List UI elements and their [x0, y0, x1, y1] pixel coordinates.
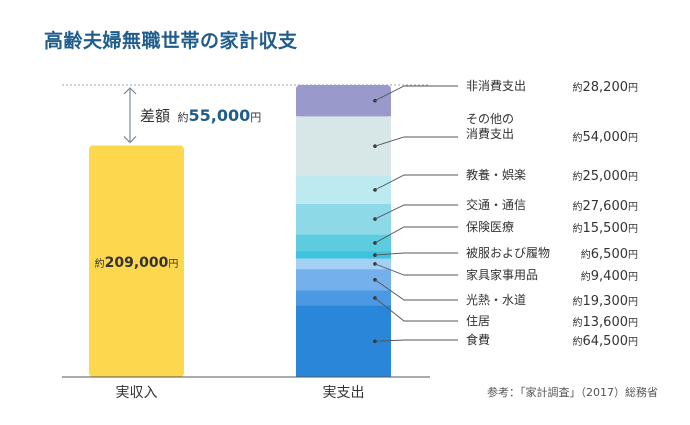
data-label-4-prefix: 約	[581, 248, 591, 261]
difference-arrow-head-top	[123, 87, 137, 95]
data-label-8-unit: 円	[628, 133, 638, 144]
difference-arrow-head-bottom	[123, 136, 137, 144]
data-label-8: 約54,000円	[573, 130, 639, 145]
legend-label-4: 被服および履物	[466, 246, 550, 260]
data-label-5-value: 15,500	[583, 221, 629, 236]
legend-label-3-line-0: 家具家事用品	[466, 267, 538, 282]
difference-label: 差額 約55,000円	[140, 106, 261, 125]
leader-line-3	[374, 263, 458, 276]
leader-line-1	[374, 297, 458, 322]
data-label-5-prefix: 約	[573, 222, 583, 235]
bar-segment-3	[296, 258, 391, 270]
legend-label-3: 家具家事用品	[466, 267, 538, 282]
data-label-2-prefix: 約	[573, 295, 583, 308]
data-label-9: 約28,200円	[573, 80, 639, 95]
bar-segment-2	[296, 269, 391, 291]
data-label-1-unit: 円	[628, 318, 638, 329]
difference-label-unit: 円	[250, 111, 261, 124]
legend-label-9-line-0: 非消費支出	[466, 78, 526, 93]
data-label-5: 約15,500円	[573, 221, 639, 236]
legend-label-4-line-0: 被服および履物	[466, 246, 550, 260]
leader-line-9	[374, 85, 458, 102]
data-label-0-unit: 円	[628, 337, 638, 348]
data-label-6-value: 27,600	[583, 199, 629, 214]
legend-label-7: 教養・娯楽	[466, 167, 526, 182]
data-label-2: 約19,300円	[573, 294, 639, 309]
leader-line-2	[374, 279, 458, 301]
leader-line-0	[374, 339, 458, 342]
legend-label-2: 光熱・水道	[466, 293, 526, 307]
data-label-7: 約25,000円	[573, 169, 639, 184]
data-label-income-value: 209,000	[105, 255, 169, 271]
data-label-0-prefix: 約	[573, 335, 583, 348]
data-label-4: 約6,500円	[581, 247, 638, 262]
data-label-6-unit: 円	[628, 202, 638, 213]
leader-line-7	[374, 174, 458, 191]
leader-line-5	[374, 226, 458, 244]
leader-dot-0	[373, 339, 377, 344]
legend-label-5-line-0: 保険医療	[466, 220, 514, 234]
data-label-6-prefix: 約	[573, 200, 583, 213]
data-label-3-value: 9,400	[591, 269, 628, 284]
data-label-7-value: 25,000	[583, 169, 629, 184]
x-tick-label-expenditure: 実支出	[323, 385, 365, 401]
legend-label-0-line-0: 食費	[466, 332, 490, 347]
legend-label-0: 食費	[466, 332, 490, 347]
data-label-6: 約27,600円	[573, 199, 639, 214]
data-label-2-value: 19,300	[583, 294, 629, 309]
leader-line-6	[374, 204, 458, 220]
bar-segment-9-fill	[296, 90, 391, 117]
data-label-2-unit: 円	[628, 297, 638, 308]
data-label-3-unit: 円	[628, 272, 638, 283]
data-label-0-value: 64,500	[583, 334, 629, 349]
data-label-5-unit: 円	[628, 224, 638, 235]
reference-lines-layer	[62, 84, 458, 378]
data-label-3: 約9,400円	[581, 269, 638, 284]
data-label-9-value: 28,200	[583, 80, 629, 95]
legend-label-8-line-0: その他の	[466, 112, 514, 126]
leader-line-8	[374, 136, 458, 147]
bars-layer	[89, 85, 391, 377]
data-label-1: 約13,600円	[573, 315, 639, 330]
bar-income	[89, 145, 184, 377]
chart-title: 高齢夫婦無職世帯の家計収支	[44, 30, 298, 52]
legend-label-7-line-0: 教養・娯楽	[466, 167, 526, 182]
data-label-4-unit: 円	[628, 250, 638, 261]
data-label-7-prefix: 約	[573, 170, 583, 183]
data-label-0: 約64,500円	[573, 334, 639, 349]
leader-line-4	[374, 252, 458, 256]
x-tick-label-income: 実収入	[116, 385, 158, 401]
data-label-3-prefix: 約	[581, 270, 591, 283]
data-label-9-prefix: 約	[573, 81, 583, 94]
bar-segment-5	[296, 234, 391, 252]
difference-label-value: 55,000	[189, 106, 251, 125]
legend-label-5: 保険医療	[466, 220, 514, 234]
legend-label-2-line-0: 光熱・水道	[466, 293, 526, 307]
data-label-income-prefix: 約	[95, 257, 105, 270]
source-note: 参考：「家計調査」（2017）総務省	[487, 386, 658, 399]
data-label-9-unit: 円	[628, 83, 638, 94]
legend-label-1-line-0: 住居	[466, 314, 490, 328]
bar-segment-4	[296, 251, 391, 259]
data-label-1-value: 13,600	[583, 315, 629, 330]
legend-label-6-line-0: 交通・通信	[466, 197, 526, 212]
data-label-8-value: 54,000	[583, 130, 629, 145]
data-label-income: 約209,000円	[95, 255, 179, 271]
legend-label-6: 交通・通信	[466, 197, 526, 212]
legend-label-8: その他の消費支出	[466, 112, 514, 141]
bar-segment-1	[296, 290, 391, 306]
legend-label-9: 非消費支出	[466, 78, 526, 93]
difference-label-prefix: 約	[174, 110, 189, 124]
data-label-income-unit: 円	[168, 259, 178, 270]
data-label-8-prefix: 約	[573, 131, 583, 144]
data-label-7-unit: 円	[628, 172, 638, 183]
legend-label-8-line-1: 消費支出	[466, 126, 514, 141]
legend-label-1: 住居	[466, 314, 490, 328]
data-label-4-value: 6,500	[591, 247, 628, 262]
data-label-1-prefix: 約	[573, 316, 583, 329]
difference-label-name: 差額	[140, 107, 170, 125]
